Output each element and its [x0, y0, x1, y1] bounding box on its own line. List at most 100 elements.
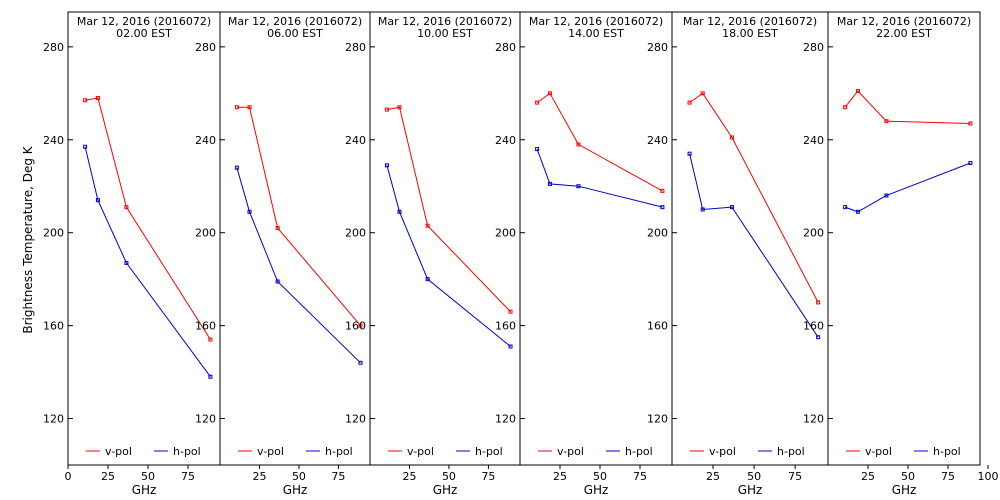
legend-label-h-pol: h-pol: [625, 445, 653, 458]
x-tick-label: 50: [901, 470, 915, 483]
panel-title-date: Mar 12, 2016 (2016072): [378, 15, 512, 28]
y-tick-label: 240: [647, 134, 668, 147]
data-point-v-pol: [535, 100, 540, 105]
y-tick-label: 280: [195, 41, 216, 54]
x-tick-label: 75: [481, 470, 495, 483]
data-point-v-pol: [425, 223, 430, 228]
series-line-h-pol: [689, 153, 819, 338]
series-line-v-pol: [689, 92, 819, 303]
y-tick-label: 240: [803, 134, 824, 147]
data-point-h-pol: [729, 205, 734, 210]
x-tick-label: 25: [402, 470, 416, 483]
y-tick-label: 200: [495, 227, 516, 240]
x-tick-label: 75: [331, 470, 345, 483]
data-point-h-pol: [535, 147, 540, 152]
series-line-h-pol: [236, 167, 361, 364]
x-axis-label: GHz: [433, 483, 458, 497]
data-point-h-pol: [547, 181, 552, 186]
series-line-v-pol: [844, 90, 971, 124]
data-point-v-pol: [275, 226, 280, 231]
legend-label-h-pol: h-pol: [777, 445, 805, 458]
y-tick-label: 160: [803, 320, 824, 333]
y-tick-label: 120: [345, 413, 366, 426]
panel-2: Mar 12, 2016 (2016072)06.00 EST 120 160 200…: [195, 11, 371, 497]
legend-label-h-pol: h-pol: [325, 445, 353, 458]
x-tick-label: 50: [141, 470, 155, 483]
y-tick-label: 240: [345, 134, 366, 147]
y-tick-label: 280: [345, 41, 366, 54]
x-tick-label: 25: [252, 470, 266, 483]
y-tick-label: 240: [495, 134, 516, 147]
data-point-v-pol: [547, 91, 552, 96]
data-point-h-pol: [234, 165, 239, 170]
data-point-v-pol: [968, 121, 973, 126]
y-tick-label: 200: [803, 227, 824, 240]
data-point-h-pol: [358, 360, 363, 365]
panels: Mar 12, 2016 (2016072) 02.00 EST 120 160 200…: [43, 11, 999, 497]
panel-5: Mar 12, 2016 (2016072)18.00 EST 120 160 200…: [647, 11, 829, 497]
series-line-h-pol: [844, 162, 971, 213]
x-tick-label: 25: [553, 470, 567, 483]
series-line-v-pol: [85, 97, 211, 340]
data-point-h-pol: [855, 209, 860, 214]
data-point-v-pol: [95, 95, 100, 100]
y-tick-label: 120: [43, 413, 64, 426]
data-point-v-pol: [234, 105, 239, 110]
x-tick-label: 75: [181, 470, 195, 483]
series-line-h-pol: [386, 165, 511, 347]
panel-title-date: Mar 12, 2016 (2016072): [683, 15, 817, 28]
data-point-v-pol: [247, 105, 252, 110]
x-tick-label: 25: [861, 470, 875, 483]
x-tick-label: 50: [593, 470, 607, 483]
panel-title-date: Mar 12, 2016 (2016072): [529, 15, 663, 28]
panel-title-time: 14.00 EST: [568, 27, 624, 40]
series-line-v-pol: [386, 106, 511, 313]
y-tick-label: 200: [43, 227, 64, 240]
x-axis-label: GHz: [738, 483, 763, 497]
y-tick-label: 280: [43, 41, 64, 54]
x-tick-label: 50: [442, 470, 456, 483]
data-point-h-pol: [884, 193, 889, 198]
data-point-h-pol: [968, 161, 973, 165]
y-tick-label: 160: [345, 320, 366, 333]
data-point-v-pol: [384, 107, 389, 112]
data-point-v-pol: [124, 205, 129, 210]
panel-title-time: 06.00 EST: [267, 27, 323, 40]
x-axis-label: GHz: [132, 483, 157, 497]
legend-label-v-pol: v-pol: [709, 445, 736, 458]
x-tick-label: 25: [706, 470, 720, 483]
data-point-h-pol: [508, 344, 513, 349]
data-point-h-pol: [687, 151, 692, 156]
data-point-h-pol: [660, 205, 665, 210]
x-tick-label: 75: [941, 470, 955, 483]
data-point-v-pol: [208, 337, 213, 342]
legend-label-h-pol: h-pol: [933, 445, 961, 458]
legend-label-h-pol: h-pol: [173, 445, 201, 458]
data-point-h-pol: [843, 205, 848, 210]
series-line-h-pol: [84, 146, 211, 377]
legend-label-v-pol: v-pol: [557, 445, 584, 458]
y-axis-label: Brightness Temperature, Deg K: [21, 145, 35, 333]
series-line-h-pol: [536, 148, 663, 208]
y-tick-label: 240: [195, 134, 216, 147]
x-tick-label: 25: [101, 470, 115, 483]
y-tick-label: 160: [495, 320, 516, 333]
y-tick-label: 120: [647, 413, 668, 426]
data-point-v-pol: [843, 105, 848, 110]
series-line-v-pol: [236, 106, 361, 326]
panel-title-time: 02.00 EST: [116, 27, 172, 40]
data-point-v-pol: [660, 188, 665, 193]
y-tick-label: 280: [647, 41, 668, 54]
data-point-v-pol: [855, 88, 860, 93]
data-point-h-pol: [124, 260, 129, 265]
panel-title-time: 22.00 EST: [876, 27, 932, 40]
data-point-v-pol: [700, 91, 705, 96]
series-line-v-pol: [536, 92, 663, 192]
y-tick-label: 280: [495, 41, 516, 54]
legend-label-v-pol: v-pol: [865, 445, 892, 458]
y-tick-label: 200: [195, 227, 216, 240]
legend-label-v-pol: v-pol: [407, 445, 434, 458]
x-tick-label: 50: [292, 470, 306, 483]
data-point-h-pol: [208, 374, 213, 379]
x-tick-label: 75: [633, 470, 647, 483]
